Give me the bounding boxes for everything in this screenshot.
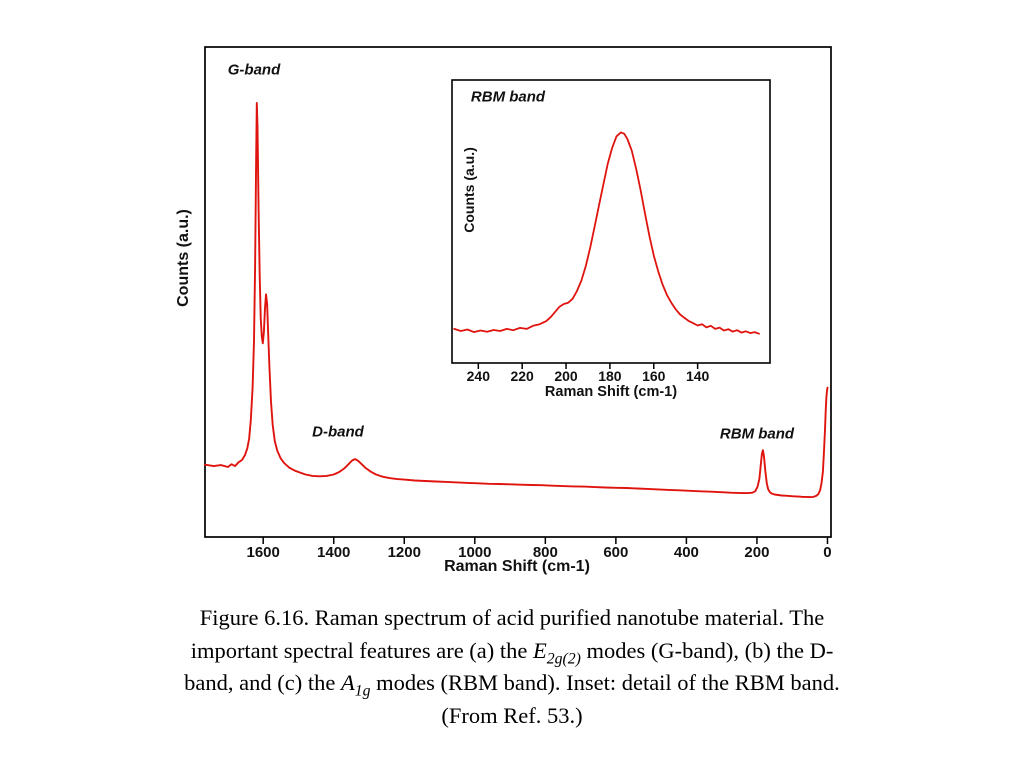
main-spectrum-line <box>204 102 829 499</box>
figure-caption: Figure 6.16. Raman spectrum of acid puri… <box>0 602 1024 732</box>
main-x-tick-label: 600 <box>603 544 628 561</box>
inset-x-tick-label: 200 <box>554 368 578 384</box>
caption-a-subscript: 1g <box>354 682 371 700</box>
inset-x-tick-label: 180 <box>598 368 622 384</box>
inset-x-tick-label: 220 <box>510 368 534 384</box>
main-x-tick-label: 1400 <box>317 544 350 561</box>
main-x-tick-label: 1200 <box>388 544 421 561</box>
raman-spectrum-figure: 1600 1400 1200 1000 800 600 400 200 0 240 220 200 18… <box>175 46 832 575</box>
inset-x-tick-label: 140 <box>686 368 710 384</box>
d-band-annotation: D-band <box>312 423 364 441</box>
caption-line-3-pre: band, and (c) the <box>184 670 341 695</box>
rbm-band-annotation: RBM band <box>719 425 795 443</box>
inset-plot-frame <box>451 79 771 364</box>
caption-line-2-pre: important spectral features are (a) the <box>190 637 534 663</box>
inset-x-tick-label: 240 <box>467 368 491 384</box>
main-x-axis-label: Raman Shift (cm-1) <box>444 558 590 575</box>
caption-line-2: important spectral features are (a) the … <box>0 635 1024 668</box>
main-x-tick-label: 800 <box>533 544 558 561</box>
main-y-axis-label: Counts (a.u.) <box>175 209 192 307</box>
caption-line-3: band, and (c) the A1g modes (RBM band). … <box>0 667 1024 700</box>
caption-line-3-post: modes (RBM band). Inset: detail of the R… <box>370 670 840 695</box>
caption-e-symbol: E <box>533 637 547 663</box>
inset-y-axis-label: Counts (a.u.) <box>461 147 477 233</box>
caption-line-4: (From Ref. 53.) <box>441 702 583 728</box>
inset-x-tick-label: 160 <box>642 368 666 384</box>
main-x-tick-label: 1000 <box>458 544 491 561</box>
main-x-tick-label: 200 <box>744 544 769 561</box>
main-x-tick-label: 400 <box>674 544 699 561</box>
inset-rbm-band-annotation: RBM band <box>470 88 546 106</box>
inset-x-axis-label: Raman Shift (cm-1) <box>544 384 678 400</box>
caption-e-subscript: 2g(2) <box>546 650 581 667</box>
main-x-tick-label: 0 <box>823 544 831 561</box>
g-band-annotation: G-band <box>227 61 281 79</box>
inset-spectrum-line <box>453 131 760 335</box>
caption-a-symbol: A <box>340 670 355 695</box>
caption-line-1: Figure 6.16. Raman spectrum of acid puri… <box>199 605 825 630</box>
caption-line-2-post: modes (G-band), (b) the D- <box>580 637 834 663</box>
spectrum-plot-canvas: 1600 1400 1200 1000 800 600 400 200 0 240 220 200 18… <box>204 46 832 561</box>
inset-plot: 240 220 200 180 160 140 <box>451 79 771 384</box>
main-x-tick-label: 1600 <box>247 544 280 561</box>
